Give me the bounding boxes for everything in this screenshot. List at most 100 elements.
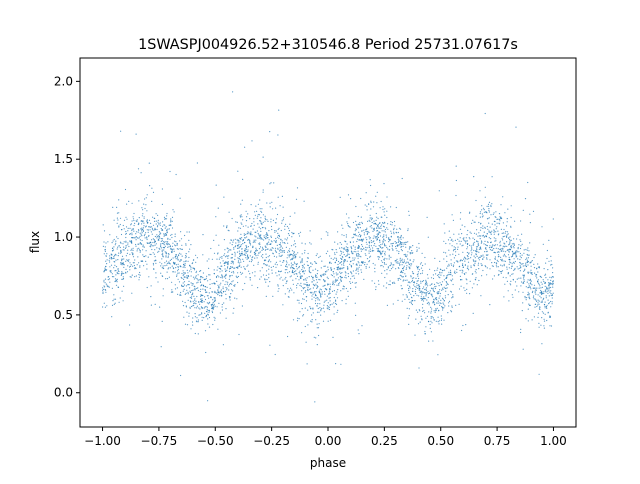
data-point — [330, 267, 332, 269]
data-point — [220, 265, 222, 267]
data-point — [429, 290, 431, 292]
data-point — [550, 306, 552, 308]
data-point — [353, 277, 356, 279]
data-point — [291, 289, 293, 291]
data-point — [213, 272, 215, 275]
data-point — [392, 264, 394, 266]
x-tick-label: −1.00 — [84, 434, 121, 448]
data-point — [175, 173, 177, 176]
data-point — [265, 281, 267, 283]
data-point — [516, 238, 518, 240]
data-point — [438, 276, 440, 278]
data-point — [209, 278, 211, 281]
data-point — [177, 270, 179, 272]
data-point — [265, 253, 267, 255]
data-point — [238, 246, 240, 248]
data-point — [347, 290, 349, 292]
data-point — [450, 273, 452, 275]
data-point — [361, 240, 363, 242]
data-point — [393, 233, 395, 235]
data-point — [216, 258, 218, 260]
data-point — [369, 179, 371, 181]
data-point — [377, 250, 379, 252]
data-point — [222, 260, 224, 262]
data-point — [546, 287, 548, 289]
data-point — [103, 279, 105, 281]
data-point — [517, 246, 519, 249]
data-point — [538, 322, 540, 324]
data-point — [512, 278, 514, 281]
data-point — [364, 229, 367, 231]
data-point — [522, 302, 524, 304]
data-point — [390, 262, 392, 264]
data-point — [534, 287, 536, 289]
data-point — [188, 275, 190, 278]
data-point — [377, 236, 380, 239]
data-point — [444, 232, 446, 234]
data-point — [115, 284, 118, 286]
data-point — [396, 258, 398, 260]
data-point — [449, 236, 451, 239]
data-point — [441, 281, 444, 283]
data-point — [323, 290, 326, 293]
data-point — [318, 334, 320, 337]
data-point — [333, 290, 335, 292]
data-point — [333, 306, 335, 308]
data-point — [121, 278, 123, 280]
data-point — [161, 238, 163, 240]
data-point — [120, 262, 122, 264]
data-point — [121, 258, 123, 260]
data-point — [451, 297, 453, 299]
data-point — [176, 248, 178, 250]
data-point — [487, 228, 489, 230]
data-point — [138, 262, 140, 264]
data-point — [386, 227, 388, 229]
data-point — [115, 279, 117, 281]
data-point — [234, 285, 236, 287]
data-point — [503, 265, 505, 267]
data-point — [269, 249, 271, 251]
data-point — [252, 245, 254, 247]
data-point — [481, 205, 483, 207]
data-point — [451, 305, 453, 307]
data-point — [445, 242, 447, 245]
data-point — [319, 255, 321, 257]
data-point — [378, 232, 380, 234]
data-point — [443, 275, 445, 277]
data-point — [224, 249, 226, 251]
data-point — [493, 231, 495, 233]
data-point — [149, 253, 151, 255]
data-point — [536, 267, 538, 269]
data-point — [410, 302, 413, 304]
data-point — [272, 253, 274, 255]
data-point — [416, 284, 418, 286]
data-point — [482, 227, 484, 229]
data-point — [437, 302, 439, 304]
data-point — [186, 275, 188, 277]
data-point — [221, 257, 223, 259]
data-point — [298, 235, 301, 237]
data-point — [492, 265, 494, 267]
data-point — [157, 214, 159, 216]
data-point — [188, 312, 190, 314]
data-point — [347, 253, 349, 255]
data-point — [337, 267, 339, 270]
data-point — [144, 233, 146, 235]
data-point — [346, 266, 349, 268]
data-point — [152, 191, 155, 193]
data-point — [448, 273, 450, 275]
data-point — [452, 250, 455, 252]
data-point — [221, 309, 223, 311]
data-point — [329, 304, 332, 306]
data-point — [448, 263, 450, 265]
data-point — [278, 253, 280, 255]
data-point — [239, 259, 242, 261]
data-point — [312, 278, 314, 280]
data-point — [201, 301, 203, 303]
data-point — [532, 296, 535, 298]
data-point — [118, 252, 120, 254]
data-point — [154, 242, 156, 244]
data-point — [109, 234, 111, 236]
data-point — [507, 254, 510, 256]
data-point — [146, 237, 148, 239]
